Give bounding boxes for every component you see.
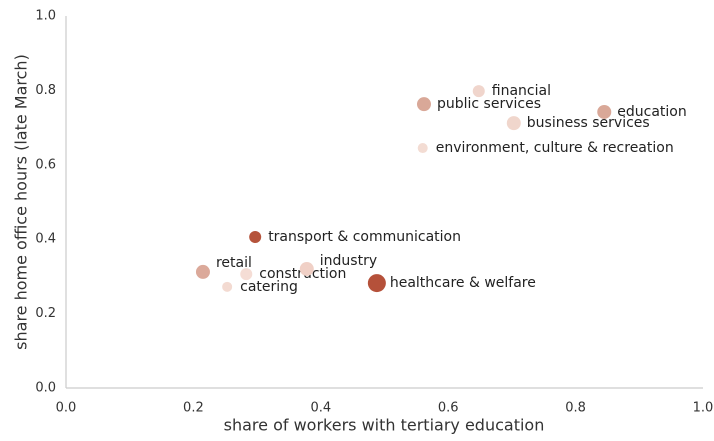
point	[506, 116, 521, 131]
x-axis-label: share of workers with tertiary education	[224, 416, 545, 435]
point	[299, 261, 314, 276]
point	[195, 264, 210, 279]
y-tick-label: 0.0	[35, 381, 56, 396]
point-label: catering	[240, 279, 298, 295]
point-label: industry	[320, 253, 377, 269]
point	[240, 268, 253, 281]
x-tick-label: 0.8	[565, 401, 586, 416]
point-label: healthcare & welfare	[390, 275, 536, 291]
x-tick-label: 0.2	[183, 401, 204, 416]
y-tick-label: 0.6	[35, 157, 56, 172]
point-label: retail	[216, 255, 252, 271]
point	[597, 104, 612, 119]
x-tick-label: 0.6	[438, 401, 459, 416]
point	[367, 274, 386, 293]
point-label: environment, culture & recreation	[436, 140, 674, 156]
point-label: education	[617, 104, 686, 120]
point-label: financial	[492, 83, 551, 99]
point-label: transport & communication	[268, 229, 461, 245]
y-tick-label: 0.2	[35, 306, 56, 321]
point	[472, 85, 485, 98]
point	[249, 230, 262, 243]
y-tick-label: 0.4	[35, 232, 56, 247]
x-tick-label: 1.0	[693, 401, 714, 416]
point-label: business services	[527, 115, 650, 131]
point	[416, 97, 431, 112]
point	[417, 143, 428, 154]
point-label: public services	[437, 96, 541, 112]
x-tick-label: 0.4	[310, 401, 331, 416]
y-tick-label: 1.0	[35, 9, 56, 24]
x-tick-label: 0.0	[56, 401, 77, 416]
point	[222, 281, 233, 292]
y-axis-label: share home office hours (late March)	[12, 54, 31, 350]
y-tick-label: 0.8	[35, 83, 56, 98]
